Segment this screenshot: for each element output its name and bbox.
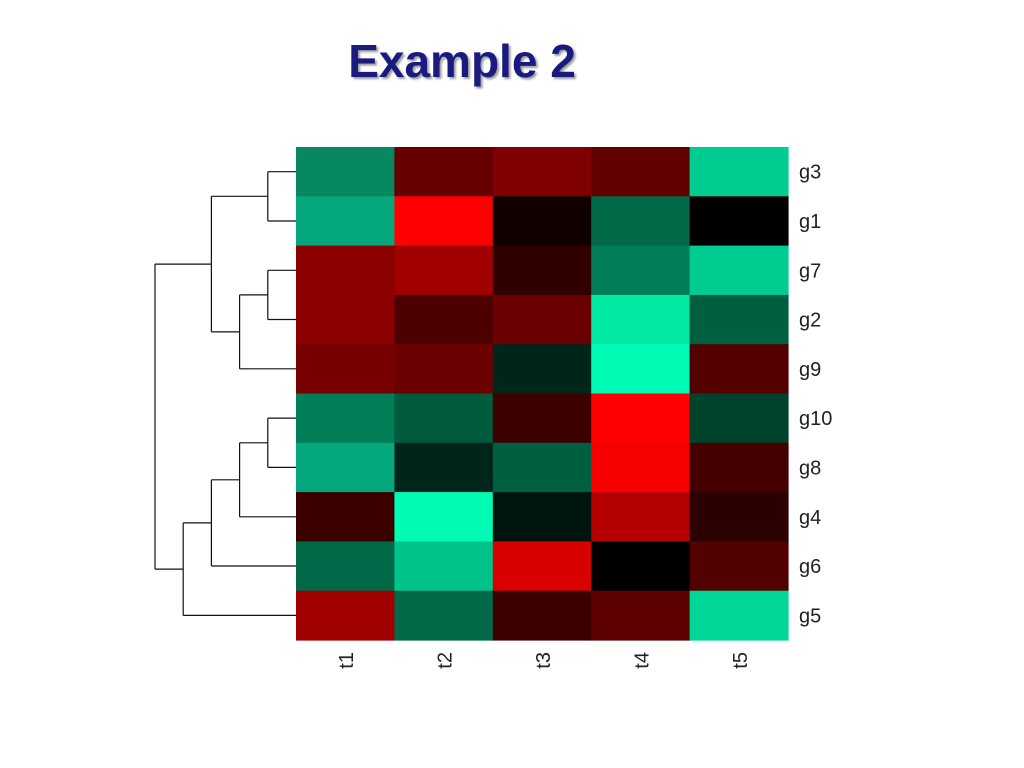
- heatmap-cell-g2-t4: [591, 294, 691, 345]
- heatmap-cell-g3-t2: [394, 147, 494, 197]
- heatmap-cell-g4-t3: [492, 492, 592, 542]
- heatmap-cell-g7-t2: [394, 245, 494, 296]
- heatmap-cell-g2-t1: [296, 294, 395, 345]
- heatmap-cell-g10-t1: [296, 393, 395, 444]
- slide-title: Example 2: [348, 35, 576, 87]
- row-label-g2: g2: [799, 310, 821, 332]
- heatmap-cell-g6-t5: [689, 541, 789, 592]
- heatmap-cell-g1-t1: [296, 196, 395, 247]
- heatmap-cell-g10-t4: [591, 393, 691, 444]
- heatmap-cell-g10-t2: [394, 393, 494, 444]
- heatmap-cell-g1-t5: [689, 196, 789, 247]
- heatmap-cell-g9-t2: [394, 344, 494, 395]
- heatmap-cell-g8-t4: [591, 442, 691, 493]
- column-label-t4: t4: [631, 652, 653, 669]
- heatmap-cell-g10-t3: [492, 393, 592, 444]
- heatmap-cells: [296, 147, 789, 641]
- heatmap-cell-g5-t4: [591, 590, 691, 641]
- heatmap-cell-g9-t3: [492, 344, 592, 395]
- heatmap-cell-g4-t2: [394, 492, 494, 542]
- heatmap-cell-g5-t5: [689, 590, 789, 641]
- heatmap-cell-g10-t5: [689, 393, 789, 444]
- heatmap-cell-g8-t5: [689, 442, 789, 493]
- heatmap-cell-g3-t1: [296, 147, 395, 197]
- heatmap-cell-g2-t3: [492, 294, 592, 345]
- heatmap-cell-g9-t1: [296, 344, 395, 395]
- heatmap-cell-g8-t2: [394, 442, 494, 493]
- heatmap-cell-g4-t1: [296, 492, 395, 542]
- row-labels: g3 g1 g7 g2 g9 g10 g8 g4 g6 g5: [799, 162, 832, 628]
- row-label-g10: g10: [799, 408, 832, 430]
- row-label-g6: g6: [799, 556, 821, 578]
- heatmap-cell-g8-t3: [492, 442, 592, 493]
- heatmap-cell-g6-t2: [394, 541, 494, 592]
- column-labels: t1 t2 t3 t4 t5: [336, 652, 752, 669]
- heatmap-cell-g1-t4: [591, 196, 691, 247]
- row-label-g3: g3: [799, 162, 821, 184]
- row-label-g1: g1: [799, 211, 821, 233]
- heatmap-cell-g5-t2: [394, 590, 494, 641]
- heatmap-cell-g7-t4: [591, 245, 691, 296]
- heatmap-cell-g9-t5: [689, 344, 789, 395]
- heatmap-cell-g8-t1: [296, 442, 395, 493]
- heatmap-cell-g9-t4: [591, 344, 691, 395]
- heatmap-cell-g3-t3: [492, 147, 592, 197]
- column-label-t5: t5: [730, 652, 752, 669]
- heatmap-cell-g1-t3: [492, 196, 592, 247]
- row-label-g5: g5: [799, 605, 821, 627]
- heatmap-cell-g3-t5: [689, 147, 789, 197]
- heatmap-cell-g6-t1: [296, 541, 395, 592]
- row-dendrogram: [154, 171, 296, 617]
- heatmap-cell-g6-t4: [591, 541, 691, 592]
- heatmap-cell-g5-t3: [492, 590, 592, 641]
- row-label-g7: g7: [799, 260, 821, 282]
- column-label-t1: t1: [336, 652, 358, 669]
- column-label-t3: t3: [533, 652, 555, 669]
- row-label-g8: g8: [799, 457, 821, 479]
- row-label-g4: g4: [799, 507, 821, 529]
- column-label-t2: t2: [435, 652, 457, 669]
- heatmap-cell-g7-t5: [689, 245, 789, 296]
- heatmap-cell-g7-t3: [492, 245, 592, 296]
- heatmap-cell-g1-t2: [394, 196, 494, 247]
- row-label-g9: g9: [799, 359, 821, 381]
- heatmap-cell-g2-t5: [689, 294, 789, 345]
- heatmap-cell-g4-t5: [689, 492, 789, 542]
- heatmap-cell-g5-t1: [296, 590, 395, 641]
- heatmap-cell-g3-t4: [591, 147, 691, 197]
- heatmap-cell-g4-t4: [591, 492, 691, 542]
- heatmap-cell-g2-t2: [394, 294, 494, 345]
- heatmap-cell-g6-t3: [492, 541, 592, 592]
- heatmap-cell-g7-t1: [296, 245, 395, 296]
